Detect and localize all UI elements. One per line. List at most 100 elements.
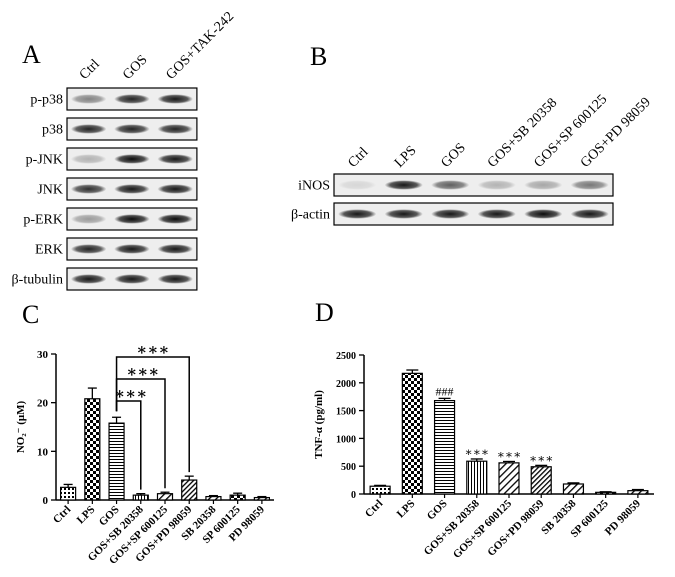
significance-label: ∗∗∗ (136, 342, 169, 359)
y-axis-label: NO₂⁻ (μM) (15, 401, 27, 454)
bar (530, 466, 552, 495)
row-label: iNOS (298, 178, 330, 193)
panel-d-letter: D (315, 298, 334, 327)
blot-band (384, 209, 423, 219)
blot-band (70, 274, 107, 284)
y-tick-label: 20 (37, 398, 49, 410)
western-blot-panel-a: Ctrl GOS GOS+TAK-242 p-p38 p38 p-JNK JNK p-ERK E… (12, 9, 237, 291)
bar (595, 491, 617, 495)
bar (108, 422, 125, 501)
blot-band (338, 180, 377, 190)
blot-band (70, 214, 107, 224)
y-tick-label: 10 (37, 446, 49, 458)
bar (562, 483, 585, 495)
significance-bracket (115, 356, 190, 473)
significance-mark: ∗∗∗ (465, 445, 489, 459)
lane-label: Ctrl (77, 57, 103, 83)
bar (229, 494, 246, 501)
blot-band (570, 180, 609, 190)
blot-band (70, 94, 107, 104)
blot-band (114, 124, 150, 134)
blot-band (70, 154, 107, 164)
x-tick-label: GOS+SB 20358 (422, 497, 483, 558)
bar (84, 398, 101, 501)
row-label: p-ERK (23, 212, 63, 227)
bar (253, 496, 270, 501)
bar (132, 494, 149, 501)
significance-mark: ### (436, 384, 454, 398)
x-tick-label: GOS+PD 98059 (485, 497, 546, 558)
row-label: JNK (37, 182, 63, 197)
y-tick-label: 2500 (336, 351, 356, 362)
lane-label: GOS (438, 140, 468, 170)
blot-band (114, 94, 150, 104)
x-tick-label: PD 98059 (603, 497, 644, 538)
blot-strip (333, 173, 614, 197)
bar (627, 490, 649, 495)
blot-band (157, 124, 194, 134)
bar (60, 486, 77, 501)
blot-band (570, 209, 609, 219)
y-tick-label: 1000 (336, 434, 356, 445)
blot-band (70, 184, 107, 194)
y-tick-label: 30 (37, 349, 49, 361)
bar (498, 462, 520, 495)
blot-band (431, 209, 470, 219)
y-tick-label: 0 (43, 495, 49, 507)
blot-band (114, 244, 150, 254)
row-label: ERK (35, 242, 63, 257)
blot-strip (333, 202, 614, 226)
bar-chart-panel-d: 0 500 1000 1500 2000 2500 TNF-α (pg/ml) Ctrl LPS… (313, 351, 654, 561)
x-tick-label: GOS (425, 498, 450, 523)
blot-band (70, 124, 107, 134)
row-label: p-JNK (26, 152, 63, 167)
significance-mark: ∗∗∗ (497, 447, 521, 461)
panel-c-letter: C (22, 300, 40, 329)
bar (205, 495, 222, 501)
row-label: p38 (42, 122, 63, 137)
x-tick-label: LPS (75, 504, 98, 527)
lane-label: LPS (392, 143, 420, 171)
blot-band (157, 154, 194, 164)
y-tick-label: 1500 (336, 407, 356, 418)
y-axis-label: TNF-α (pg/ml) (313, 390, 325, 459)
panel-a-letter: A (22, 40, 41, 69)
bar (433, 399, 456, 495)
significance-label: ∗∗∗ (114, 386, 147, 403)
blot-band (477, 209, 516, 219)
lane-label: GOS+TAK-242 (163, 9, 237, 83)
bar (369, 485, 391, 495)
blot-band (70, 244, 107, 254)
y-tick-label: 500 (341, 462, 356, 473)
row-label: β-actin (291, 207, 330, 222)
row-label: β-tubulin (12, 272, 63, 287)
row-label: p-p38 (30, 92, 63, 107)
blot-band (524, 180, 563, 190)
y-tick-label: 2000 (336, 379, 356, 390)
blot-band (157, 244, 194, 254)
x-tick-label: Ctrl (51, 504, 73, 526)
lane-label: GOS (120, 52, 150, 82)
blot-band (384, 180, 423, 190)
blot-band (114, 154, 150, 164)
blot-band (157, 214, 194, 224)
blot-band (114, 214, 150, 224)
significance-label: ∗∗∗ (126, 364, 159, 381)
blot-band (114, 184, 150, 194)
significance-mark: ∗∗∗ (529, 451, 553, 465)
blot-band (338, 209, 377, 219)
blot-band (431, 180, 470, 190)
blot-band (524, 209, 563, 219)
x-tick-label: LPS (395, 498, 418, 521)
bar (181, 479, 198, 501)
lane-label: Ctrl (345, 145, 371, 171)
blot-band (157, 94, 194, 104)
bar (401, 372, 423, 495)
y-tick-label: 0 (351, 490, 356, 501)
blot-band (114, 274, 150, 284)
bar (466, 460, 488, 495)
bar (156, 493, 174, 501)
